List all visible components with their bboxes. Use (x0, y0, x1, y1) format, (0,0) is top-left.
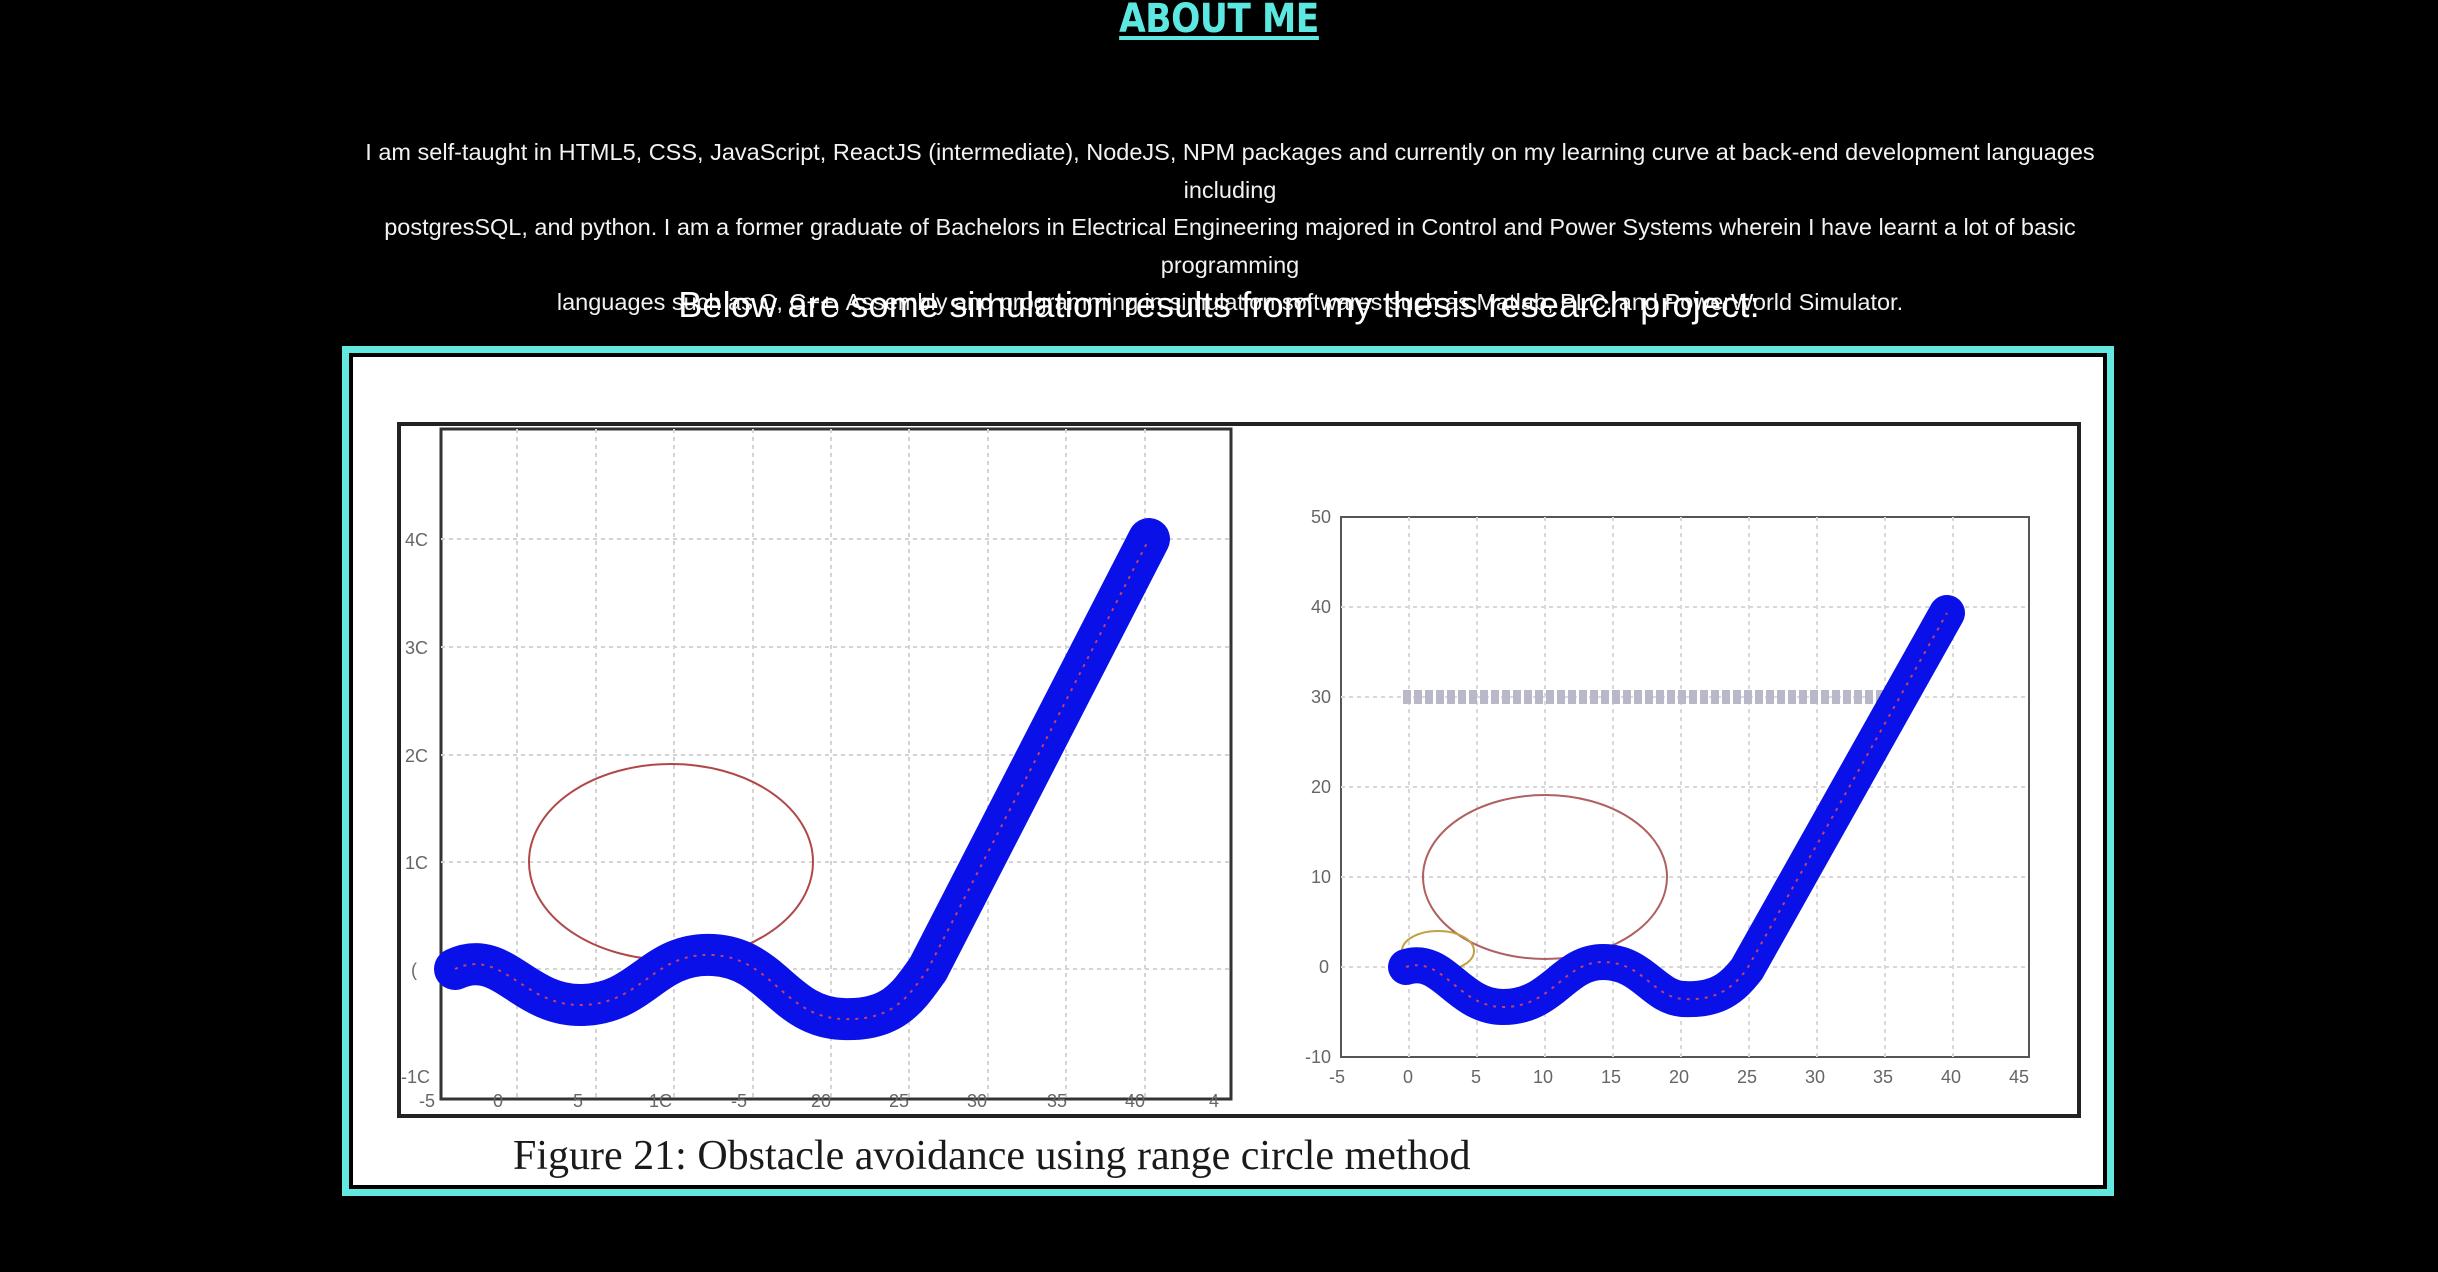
right-x-ticks: -5 0 5 10 15 20 25 30 35 40 45 (1329, 1067, 2029, 1087)
about-paragraph: I am self-taught in HTML5, CSS, JavaScri… (340, 134, 2120, 322)
left-x-ticks: -5 0 5 1C -5 20 25 30 35 40 4 (419, 1091, 1219, 1111)
simulation-plots: 4C 3C 2C 1C ( -1C -5 0 5 1C -5 20 25 30 … (397, 422, 2081, 1118)
about-line-3: languages such as C, C++, Assembly and p… (556, 289, 1904, 315)
right-y-ticks: 50 40 30 20 10 0 -10 (1305, 507, 1331, 1067)
right-x-tick: 40 (1941, 1067, 1961, 1087)
right-x-tick: -5 (1329, 1067, 1345, 1087)
right-y-tick: 10 (1311, 867, 1331, 887)
right-x-tick: 5 (1471, 1067, 1481, 1087)
right-plot: 50 40 30 20 10 0 -10 -5 0 5 10 15 20 25 … (1305, 507, 2030, 1087)
right-y-tick: 50 (1311, 507, 1331, 527)
right-x-tick: 45 (2009, 1067, 2029, 1087)
right-obstacle-circle (1422, 794, 1668, 960)
figure-caption: Figure 21: Obstacle avoidance using rang… (513, 1133, 1471, 1179)
right-path-centerline (1405, 612, 1948, 1009)
left-x-tick: 30 (967, 1091, 987, 1111)
right-y-tick: -10 (1305, 1047, 1331, 1067)
thesis-figure-frame: 4C 3C 2C 1C ( -1C -5 0 5 1C -5 20 25 30 … (342, 346, 2114, 1196)
left-y-tick: 1C (405, 853, 428, 873)
left-y-tick: 2C (405, 746, 428, 766)
left-x-tick: 1C (649, 1091, 672, 1111)
left-x-tick: 35 (1047, 1091, 1067, 1111)
left-y-tick: -1C (401, 1067, 430, 1087)
right-y-tick: 20 (1311, 777, 1331, 797)
left-x-tick: 5 (573, 1091, 583, 1111)
right-y-tick: 40 (1311, 597, 1331, 617)
right-y-tick: 0 (1319, 957, 1329, 977)
right-x-tick: 10 (1533, 1067, 1553, 1087)
left-x-tick: -5 (419, 1091, 435, 1111)
right-x-tick: 25 (1737, 1067, 1757, 1087)
left-y-tick: ( (411, 960, 417, 980)
right-x-tick: 0 (1403, 1067, 1413, 1087)
left-y-tick: 3C (405, 638, 428, 658)
right-y-tick: 30 (1311, 687, 1331, 707)
left-x-tick: 0 (493, 1091, 503, 1111)
left-plot: 4C 3C 2C 1C ( -1C -5 0 5 1C -5 20 25 30 … (401, 427, 1233, 1111)
about-me-heading: ABOUT ME (1119, 0, 1319, 42)
left-x-tick: 40 (1125, 1091, 1145, 1111)
about-line-1: I am self-taught in HTML5, CSS, JavaScri… (365, 139, 2095, 203)
right-x-tick: 30 (1805, 1067, 1825, 1087)
left-plot-grid (441, 429, 1231, 1099)
about-line-2: postgresSQL, and python. I am a former g… (384, 214, 2076, 278)
left-x-tick: 20 (811, 1091, 831, 1111)
thesis-figure-image: 4C 3C 2C 1C ( -1C -5 0 5 1C -5 20 25 30 … (353, 357, 2103, 1185)
right-x-tick: 20 (1669, 1067, 1689, 1087)
left-y-tick: 4C (405, 530, 428, 550)
left-x-tick: 4 (1209, 1091, 1219, 1111)
plots-outer-border (397, 422, 2081, 1118)
left-x-tick: 25 (889, 1091, 909, 1111)
right-x-tick: 35 (1873, 1067, 1893, 1087)
left-x-tick: -5 (731, 1091, 747, 1111)
simulation-heading: Below are some simulation results from m… (678, 284, 1760, 325)
left-y-ticks: 4C 3C 2C 1C ( -1C (401, 530, 430, 1087)
right-x-tick: 15 (1601, 1067, 1621, 1087)
left-path-centerline (454, 538, 1150, 1021)
